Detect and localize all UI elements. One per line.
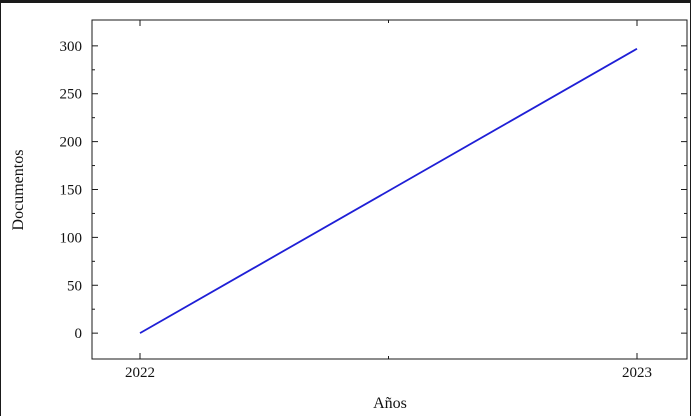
y-tick-label: 200 <box>60 135 83 151</box>
x-tick-label: 2023 <box>622 365 652 381</box>
series-line <box>139 47 638 334</box>
y-tick-label: 150 <box>60 183 83 199</box>
y-axis-ticks: 0 50 100 150 200 250 300 <box>60 39 687 342</box>
x-tick-label: 2022 <box>125 365 155 381</box>
y-tick-label: 300 <box>60 39 83 55</box>
series-layer <box>139 47 638 334</box>
y-tick-label: 0 <box>75 326 83 342</box>
y-axis-title: Documentos <box>10 150 27 231</box>
y-tick-label: 100 <box>60 230 83 246</box>
x-axis-title: Años <box>373 395 407 412</box>
y-tick-label: 50 <box>67 278 82 294</box>
x-axis-ticks: 2022 2023 <box>125 20 652 381</box>
y-tick-label: 250 <box>60 87 83 103</box>
